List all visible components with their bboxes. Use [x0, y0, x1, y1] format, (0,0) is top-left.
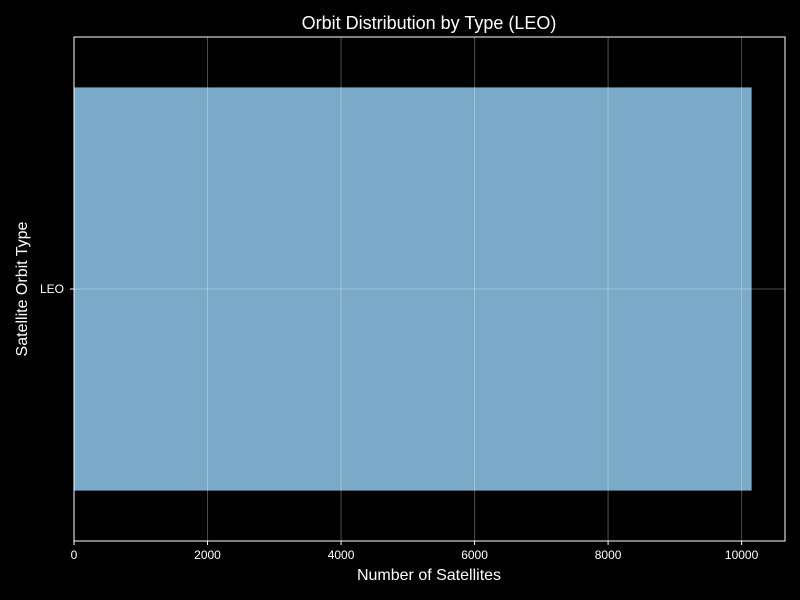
x-axis-title: Number of Satellites	[357, 567, 501, 584]
grid-lines	[74, 37, 785, 541]
y-axis-title: Satellite Orbit Type	[14, 221, 31, 356]
bar-leo	[74, 87, 752, 491]
y-tick-label-leo: LEO	[40, 282, 64, 296]
tick-labels: 0 2000 4000 6000 8000 10000 LEO	[40, 282, 759, 562]
axes	[70, 36, 786, 545]
x-tick-label-0: 0	[71, 548, 78, 562]
x-tick-label-10000: 10000	[725, 548, 759, 562]
bars	[74, 87, 752, 491]
x-tick-label-6000: 6000	[461, 548, 488, 562]
x-tick-label-4000: 4000	[328, 548, 355, 562]
x-tick-label-2000: 2000	[194, 548, 221, 562]
chart-title: Orbit Distribution by Type (LEO)	[302, 13, 557, 33]
x-tick-label-8000: 8000	[595, 548, 622, 562]
